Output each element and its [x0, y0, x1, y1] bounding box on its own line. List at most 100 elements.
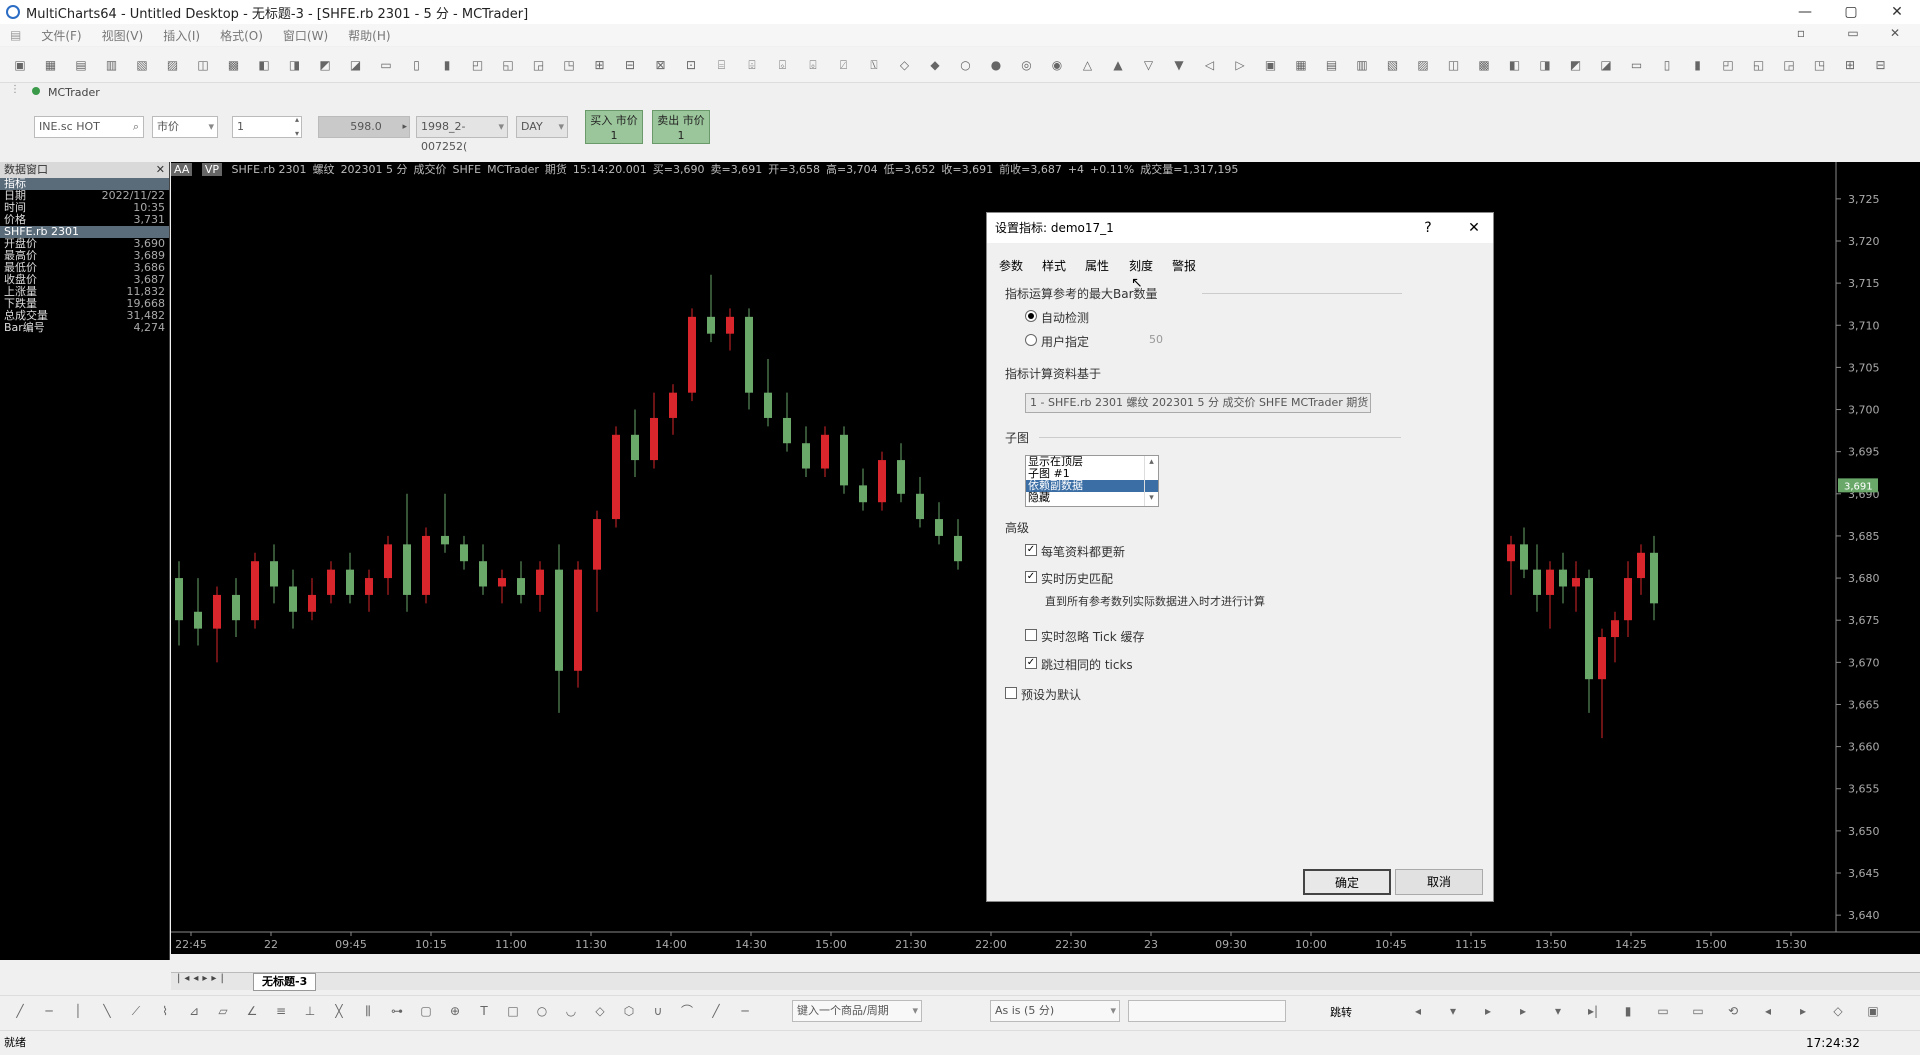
toolbar-tool-icon[interactable]: ⊞ [1844, 58, 1856, 72]
toolbar-tool-icon[interactable]: ▷ [1235, 58, 1245, 72]
tab-style[interactable]: 样式 [1042, 259, 1067, 273]
toolbar-tool-icon[interactable]: ▲ [1113, 58, 1123, 72]
data-window-row[interactable]: SHFE.rb 2301 [0, 226, 169, 238]
mdi-restore-icon[interactable]: ▭ [1847, 26, 1859, 40]
search-icon[interactable]: ⌕ [132, 120, 139, 133]
toolbar-tool-icon[interactable]: ▤ [75, 58, 87, 72]
chk-skip-identical-ticks[interactable]: ✓ [1025, 657, 1037, 669]
drawing-tool-icon[interactable]: ▱ [218, 1004, 228, 1018]
dialog-close-button[interactable]: ✕ [1468, 220, 1480, 236]
toolbar-tool-icon[interactable]: ▽ [1143, 58, 1154, 72]
toolbar-tool-icon[interactable]: ◪ [1600, 58, 1612, 72]
toolbar-tool-icon[interactable]: ⊟ [1875, 58, 1886, 72]
toolbar-tool-icon[interactable]: △ [1082, 58, 1093, 72]
maximize-button[interactable]: ▢ [1844, 4, 1858, 20]
toolbar-tool-icon[interactable]: ⍁ [839, 58, 848, 72]
toolbar-tool-icon[interactable]: ◳ [563, 58, 575, 72]
menu-file[interactable]: 文件(F) [41, 28, 82, 43]
tab-properties[interactable]: 属性 [1085, 259, 1110, 273]
sell-market-button[interactable]: 卖出 市价 1 [652, 110, 710, 144]
toolbar-tool-icon[interactable]: ⌻ [809, 58, 817, 72]
toolbar-tool-icon[interactable]: ◱ [1752, 58, 1765, 72]
toolbar-tool-icon[interactable]: ○ [960, 58, 971, 72]
toolbar-tool-icon[interactable]: ◁ [1204, 58, 1215, 72]
data-window-row[interactable]: 时间 10:35 [0, 202, 169, 214]
toolbar-tool-icon[interactable]: ▭ [380, 58, 392, 72]
navigation-tool-icon[interactable]: ▾ [1554, 1004, 1562, 1018]
drawing-tool-icon[interactable]: ╱ [712, 1004, 720, 1018]
toolbar-tool-icon[interactable]: ▥ [105, 58, 118, 72]
drawing-tool-icon[interactable]: ╱ [16, 1004, 24, 1018]
toolbar-tool-icon[interactable]: ⌺ [778, 58, 787, 72]
data-window-row[interactable]: 收盘价 3,687 [0, 274, 169, 286]
toolbar-tool-icon[interactable]: ▩ [1478, 58, 1490, 72]
data-window-row[interactable]: 最低价 3,686 [0, 262, 169, 274]
play-icon[interactable]: ▸ [402, 122, 407, 132]
dialog-help-button[interactable]: ? [1424, 220, 1432, 236]
navigation-tool-icon[interactable]: ▮ [1624, 1004, 1632, 1018]
toolbar-tool-icon[interactable]: ⊡ [685, 58, 697, 72]
subchart-option[interactable]: 依赖副数据 [1026, 480, 1158, 492]
drawing-tool-icon[interactable]: ≡ [275, 1004, 287, 1018]
chk-update-every-tick[interactable]: ✓ [1025, 544, 1037, 556]
drawing-tool-icon[interactable]: ⌒ [680, 1004, 693, 1018]
tab-inputs[interactable]: 参数 [999, 259, 1024, 273]
navigation-tool-icon[interactable]: ◇ [1833, 1004, 1843, 1018]
drawing-tool-icon[interactable]: ⌇ [162, 1004, 168, 1018]
menu-format[interactable]: 格式(O) [220, 28, 263, 43]
navigation-tool-icon[interactable]: ◂ [1414, 1004, 1422, 1018]
data-source-select[interactable]: 1 - SHFE.rb 2301 螺纹 202301 5 分 成交价 SHFE … [1025, 393, 1371, 413]
toolbar-tool-icon[interactable]: ⊠ [655, 58, 666, 72]
data-window-row[interactable]: 上涨量 11,832 [0, 286, 169, 298]
close-window-button[interactable]: ✕ [1891, 4, 1903, 20]
price-field[interactable]: 598.0 ▸ [318, 116, 410, 138]
toolbar-tool-icon[interactable]: ▨ [1417, 58, 1429, 72]
toolbar-tool-icon[interactable]: ◇ [899, 58, 910, 72]
navigation-tool-icon[interactable]: ▸ [1799, 1004, 1807, 1018]
drawing-tool-icon[interactable]: ⊕ [449, 1004, 461, 1018]
toolbar-tool-icon[interactable]: ▯ [413, 58, 420, 72]
drawing-tool-icon[interactable]: ◇ [595, 1004, 605, 1018]
tab-scaling[interactable]: 刻度 [1129, 259, 1154, 273]
navigation-tool-icon[interactable]: ▸| [1587, 1004, 1599, 1018]
chk-skip-tick-cache[interactable] [1025, 629, 1037, 641]
toolbar-tool-icon[interactable]: ◧ [1508, 58, 1521, 72]
mdi-minimize-icon[interactable]: ▫ [1796, 26, 1806, 40]
toolbar-tool-icon[interactable]: ◰ [471, 58, 484, 72]
toolbar-tool-icon[interactable]: ◲ [1783, 58, 1795, 72]
toolbar-tool-icon[interactable]: ◆ [930, 58, 940, 72]
toolbar-tool-icon[interactable]: ◎ [1021, 58, 1032, 72]
drawing-tool-icon[interactable]: │ [74, 1004, 82, 1018]
chk-set-as-default[interactable] [1005, 687, 1017, 699]
toolbar-tool-icon[interactable]: ● [990, 58, 1002, 72]
drawing-tool-icon[interactable]: T [480, 1004, 488, 1018]
data-window-row[interactable]: 日期 2022/11/22 [0, 190, 169, 202]
qty-stepper[interactable]: 1 ▴ ▾ [232, 115, 302, 138]
buy-market-button[interactable]: 买入 市价 1 [585, 110, 643, 144]
toolbar-tool-icon[interactable]: ▧ [1386, 58, 1399, 72]
navigation-tool-icon[interactable]: ▣ [1867, 1004, 1879, 1018]
symbol-period-input[interactable]: 键入一个商品/周期 [792, 1000, 922, 1022]
drawing-tool-icon[interactable]: ⊿ [188, 1004, 200, 1018]
toolbar-tool-icon[interactable]: ◰ [1722, 58, 1734, 72]
data-window-row[interactable]: 价格 3,731 [0, 214, 169, 226]
drawing-tool-icon[interactable]: ╳ [335, 1004, 343, 1018]
listbox-scrollbar[interactable]: ▴ ▾ [1144, 456, 1158, 506]
symbol-field[interactable]: INE.sc HOT ⌕ [34, 116, 144, 138]
toolbar-tool-icon[interactable]: ◩ [319, 58, 331, 72]
toolbar-tool-icon[interactable]: ▨ [166, 58, 179, 72]
chart-badge-vp[interactable]: VP [201, 163, 223, 176]
toolbar-tool-icon[interactable]: ▩ [227, 58, 240, 72]
toolbar-tool-icon[interactable]: ▤ [1325, 58, 1338, 72]
navigation-tool-icon[interactable]: ◂ [1764, 1004, 1772, 1018]
drawing-tool-icon[interactable]: ⫼ [365, 1004, 371, 1018]
toolbar-tool-icon[interactable]: ▮ [1694, 58, 1701, 72]
minimize-button[interactable]: — [1798, 4, 1812, 20]
toolbar-tool-icon[interactable]: ◧ [258, 58, 270, 72]
drawing-tool-icon[interactable]: ∠ [246, 1004, 258, 1018]
chk-realtime-history-matching[interactable]: ✓ [1025, 571, 1037, 583]
toolbar-tool-icon[interactable]: ▮ [443, 58, 451, 72]
toolbar-tool-icon[interactable]: ▦ [44, 58, 57, 72]
subchart-listbox[interactable]: 显示在顶层 子图 #1 依赖副数据 隐藏 ▴ ▾ [1025, 455, 1159, 507]
tif-select[interactable]: DAY [516, 116, 568, 138]
